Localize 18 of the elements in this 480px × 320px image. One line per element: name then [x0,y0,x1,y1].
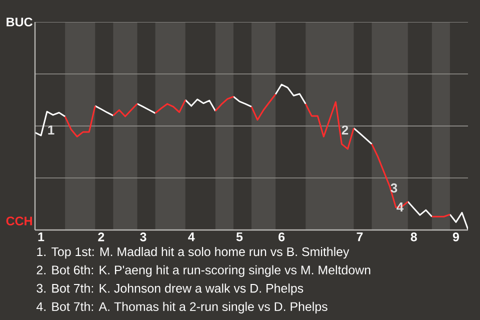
text: 4. Bot 7th: A. Thomas hit a 2-run single vs D. Phelps [36,302,328,314]
x-tick-label: 2 [98,232,104,242]
x-tick-label: 1 [38,232,44,242]
x-tick-label: 5 [236,232,243,242]
text: 2. Bot 6th: K. P'aeng hit a run-scoring single vs M. Meltdown [36,265,370,277]
annotation: 2 [342,125,348,135]
x-tick-label: 6 [278,232,285,242]
annotation: 3 [390,183,398,193]
annotation: 1 [48,126,54,134]
text: CCH [6,216,32,226]
x-tick-label: 7 [356,232,363,242]
x-tick-label: 3 [140,232,146,242]
x-tick-label: 8 [410,232,417,242]
x-tick-label: 4 [188,232,195,242]
text: 3. Bot 7th: K. Johnson drew a walk vs D. Phelps [36,284,304,296]
text: BUC [6,18,32,26]
x-tick-label: 9 [452,232,459,242]
text: 1. Top 1st: M. Madlad hit a solo home run vs B. Smithley [37,246,350,259]
